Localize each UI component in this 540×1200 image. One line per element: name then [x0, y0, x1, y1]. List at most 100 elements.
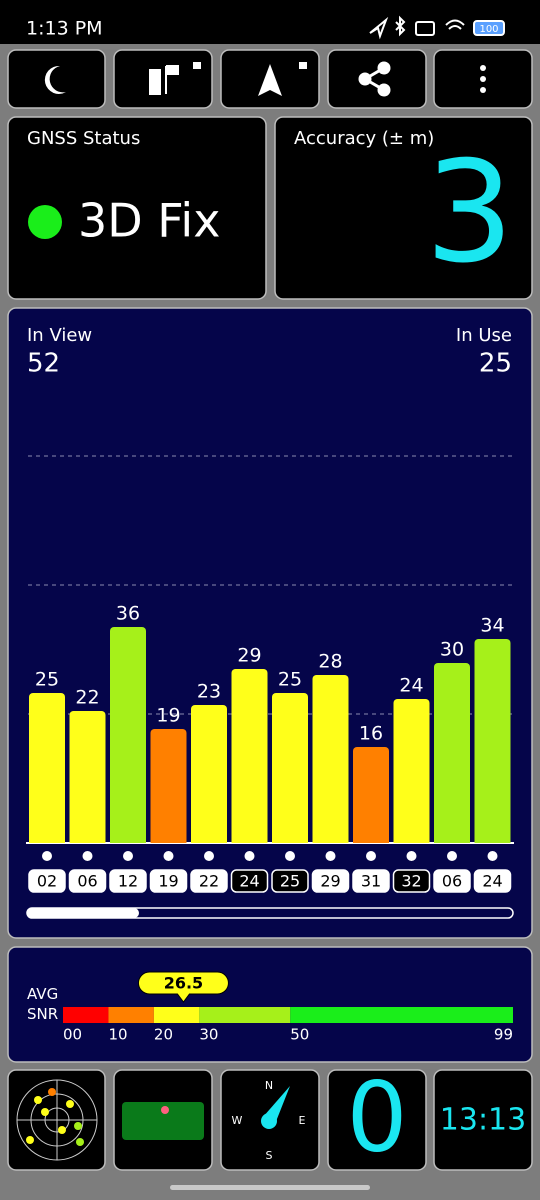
prn-label: 22: [199, 872, 219, 891]
compass-letter: E: [299, 1114, 306, 1127]
bar-value-label: 24: [399, 675, 423, 697]
arrow-icon: [258, 64, 282, 96]
satellite-dot: [244, 851, 255, 861]
battery-level: 100: [479, 24, 498, 35]
prn-badge-used: [473, 869, 512, 893]
snr-tick-label: 20: [154, 1026, 173, 1044]
bar: [393, 699, 430, 843]
satellite-dot: [82, 851, 93, 861]
bar-base: [393, 839, 430, 843]
bar: [474, 639, 511, 843]
bar-base: [150, 839, 187, 843]
bar-base: [29, 839, 65, 843]
bar: [434, 663, 470, 843]
sky-plot-icon: [16, 1079, 98, 1161]
snr-tick-label: 00: [63, 1026, 82, 1044]
satellite-dot: [123, 851, 133, 861]
bar: [191, 705, 227, 843]
snr-tick-label: 30: [199, 1026, 218, 1044]
accuracy-panel: [274, 116, 533, 300]
satellite-dot: [366, 851, 376, 861]
prn-badge: [230, 869, 269, 893]
prn-badge-used: [68, 869, 107, 893]
menu-icon: [480, 65, 486, 93]
satellite-dot: [447, 851, 457, 861]
fix-status: 3D Fix: [78, 194, 220, 248]
bar-value-label: 34: [480, 615, 504, 637]
satellite-dot: [487, 851, 498, 861]
compass-letter: N: [265, 1079, 273, 1092]
bar-value-label: 23: [197, 681, 221, 703]
home-indicator[interactable]: [170, 1185, 370, 1190]
bar: [312, 675, 349, 843]
bar-value-label: 22: [75, 687, 99, 709]
prn-badge: [392, 869, 431, 893]
share-icon: [358, 61, 391, 97]
prn-badge-used: [28, 869, 66, 893]
satellite-dot: [406, 851, 417, 861]
satellite-dot: [325, 851, 336, 861]
bar-value-label: 36: [116, 603, 140, 625]
prn-label: 06: [442, 872, 462, 891]
bar: [353, 747, 389, 843]
bar-base: [191, 839, 227, 843]
lock-icon: [299, 62, 307, 69]
status-time: 1:13 PM: [26, 18, 103, 40]
prn-badge-used: [433, 869, 471, 893]
toolbar: [7, 49, 533, 109]
compass-needle: [263, 1086, 290, 1124]
share-button[interactable]: [327, 49, 427, 109]
satellite-dot: [204, 851, 214, 861]
compass-letter: S: [266, 1149, 273, 1162]
in-use-value: 25: [479, 349, 512, 379]
prn-label: 12: [118, 872, 138, 891]
status-icons: [369, 15, 505, 40]
prn-label: 19: [158, 872, 178, 891]
satellite-dot: [285, 851, 295, 861]
prn-badge-used: [311, 869, 350, 893]
bar-value-label: 19: [156, 705, 180, 727]
satellite-dot: [163, 851, 174, 861]
satellite-dot: [42, 851, 52, 861]
gnss-status-panel: [7, 116, 267, 300]
bar-base: [69, 839, 106, 843]
bar: [272, 693, 308, 843]
bar-base: [231, 839, 268, 843]
bar-base: [474, 839, 511, 843]
snr-marker: [138, 971, 229, 1003]
bar: [231, 669, 268, 843]
prn-badge-used: [149, 869, 188, 893]
bar-base: [312, 839, 349, 843]
bar: [110, 627, 146, 843]
night-mode-button[interactable]: [7, 49, 106, 109]
scrollbar-thumb[interactable]: [27, 908, 139, 918]
bar-value-label: 16: [359, 723, 383, 745]
prn-badge-used: [352, 869, 390, 893]
help-button[interactable]: [113, 49, 213, 109]
snr-segment: [290, 1007, 513, 1023]
accuracy-title: Accuracy (± m): [294, 128, 434, 149]
snr-label: AVG SNR: [27, 985, 58, 1023]
fix-indicator: [28, 205, 62, 239]
bar-value-label: 25: [35, 669, 59, 691]
prn-label: 06: [77, 872, 97, 891]
in-view-label: In View: [27, 325, 92, 346]
bar: [29, 693, 65, 843]
bar-base: [434, 839, 470, 843]
snr-segment: [108, 1007, 154, 1023]
bar: [69, 711, 106, 843]
snr-segment: [199, 1007, 291, 1023]
bar-value-label: 30: [440, 639, 464, 661]
clock-panel: [433, 1069, 533, 1171]
prn-badge-used: [109, 869, 147, 893]
world-map-icon: [122, 1102, 204, 1140]
sky-plot-dots: [26, 1088, 84, 1146]
guide-lines: [28, 455, 512, 715]
prn-label: 32: [401, 872, 421, 891]
snr-panel: [7, 946, 533, 1063]
bar-base: [110, 839, 146, 843]
clock: 13:13: [440, 1103, 526, 1138]
